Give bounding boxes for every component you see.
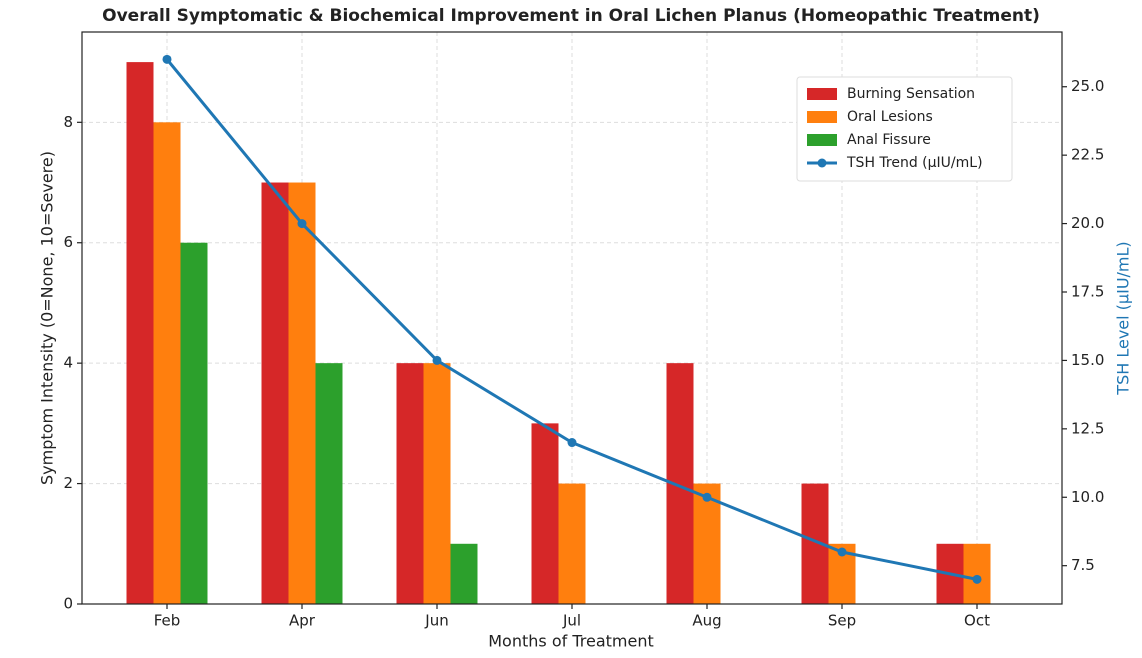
bar [423, 363, 451, 604]
bar [693, 483, 721, 604]
bar [531, 423, 559, 604]
line-marker [702, 492, 712, 502]
line-marker [432, 355, 442, 365]
y-tick-label: 0 [63, 595, 73, 613]
legend-swatch [807, 88, 837, 100]
y2-tick-label: 25.0 [1071, 77, 1104, 95]
bar [288, 182, 316, 605]
x-tick-label: Feb [154, 612, 181, 630]
bar [315, 363, 343, 604]
legend-box [796, 76, 1013, 182]
x-tick-label: Apr [289, 612, 316, 630]
chart-title: Overall Symptomatic & Biochemical Improv… [102, 6, 1040, 26]
line-marker [297, 219, 307, 229]
bar [180, 242, 208, 604]
legend-label: Burning Sensation [847, 86, 975, 102]
bar [396, 363, 424, 604]
legend-label: TSH Trend (µIU/mL) [846, 155, 983, 171]
plot-frame [81, 31, 1063, 605]
y-tick-label: 4 [63, 354, 73, 372]
bar [450, 543, 478, 604]
x-tick-label: Jul [562, 612, 581, 630]
y2-tick-label: 10.0 [1071, 488, 1104, 506]
legend-label: Oral Lesions [847, 109, 933, 125]
bar [126, 62, 154, 604]
bar [963, 543, 991, 604]
y2-tick-label: 17.5 [1071, 283, 1104, 301]
bar [558, 483, 586, 604]
line-marker [567, 438, 577, 448]
y2-tick-label: 20.0 [1071, 214, 1104, 232]
line-marker [972, 574, 982, 584]
y2-tick-label: 15.0 [1071, 351, 1104, 369]
y-axis-label: Symptom Intensity (0=None, 10=Severe) [38, 151, 57, 485]
x-tick-label: Aug [692, 612, 721, 630]
legend-swatch [807, 134, 837, 146]
legend-swatch [817, 158, 827, 168]
x-tick-label: Sep [828, 612, 856, 630]
x-tick-label: Oct [964, 612, 990, 630]
bar [153, 122, 181, 604]
x-axis-label: Months of Treatment [488, 632, 654, 651]
y2-tick-label: 7.5 [1071, 556, 1095, 574]
y-tick-label: 2 [63, 474, 73, 492]
y2-tick-label: 12.5 [1071, 419, 1104, 437]
y2-axis-label: TSH Level (µIU/mL) [1114, 241, 1133, 395]
legend-swatch [807, 111, 837, 123]
line-marker [162, 54, 172, 64]
line-marker [837, 547, 847, 557]
legend-label: Anal Fissure [847, 132, 931, 148]
y-tick-label: 8 [63, 113, 73, 131]
x-tick-label: Jun [424, 612, 448, 630]
y2-tick-label: 22.5 [1071, 146, 1104, 164]
y-tick-label: 6 [63, 233, 73, 251]
bar [261, 182, 289, 605]
